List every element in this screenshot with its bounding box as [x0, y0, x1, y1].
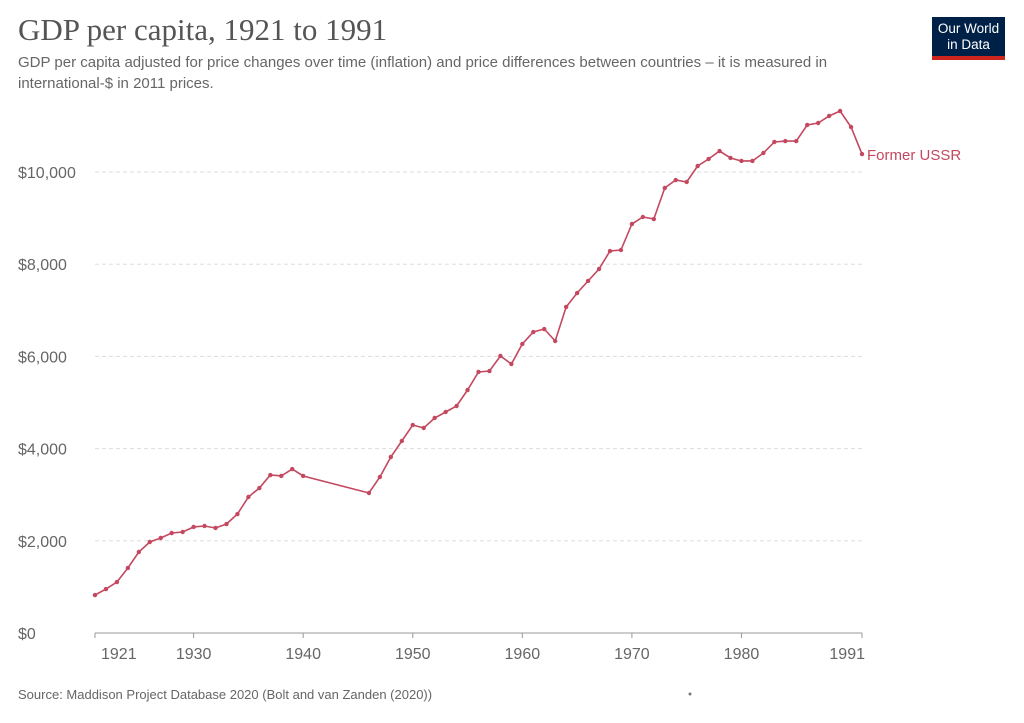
data-point	[684, 179, 689, 185]
data-point	[651, 216, 657, 222]
data-point	[772, 139, 777, 145]
y-tick-label: $0	[18, 626, 36, 643]
data-point	[443, 409, 448, 415]
data-point	[509, 361, 514, 367]
data-point	[673, 177, 678, 183]
chart-title: GDP per capita, 1921 to 1991	[18, 12, 388, 47]
data-point	[290, 466, 295, 472]
data-point	[454, 403, 459, 409]
data-point	[366, 490, 372, 496]
data-point	[377, 474, 383, 480]
data-point	[750, 158, 755, 164]
y-tick-label: $6,000	[18, 349, 67, 366]
owid-logo[interactable]: Our World in Data	[932, 17, 1005, 60]
data-point	[531, 329, 536, 335]
data-point	[542, 326, 547, 332]
data-point	[487, 368, 492, 374]
data-point	[92, 592, 98, 598]
data-point	[563, 304, 569, 310]
data-point	[629, 221, 635, 227]
x-tick-label: 1991	[829, 646, 865, 663]
x-tick-label: 1970	[614, 646, 650, 663]
data-point	[246, 494, 251, 500]
data-point	[618, 247, 624, 253]
data-point	[695, 163, 700, 169]
data-point	[224, 521, 229, 527]
data-point	[498, 353, 503, 359]
data-point	[553, 338, 558, 344]
data-point	[103, 586, 109, 592]
data-point	[783, 138, 788, 144]
data-point	[815, 120, 821, 126]
x-tick-label: 1940	[285, 646, 321, 663]
series-label: Former USSR	[867, 147, 961, 164]
data-point	[213, 525, 218, 531]
data-point	[596, 266, 602, 272]
data-point	[794, 138, 799, 144]
y-tick-label: $8,000	[18, 257, 67, 274]
data-point	[388, 454, 394, 460]
source-note[interactable]: Source: Maddison Project Database 2020 (…	[18, 687, 433, 702]
data-point	[640, 214, 646, 220]
data-point	[191, 524, 196, 530]
y-tick-label: $2,000	[18, 534, 67, 551]
data-point	[136, 549, 142, 555]
data-point	[520, 341, 525, 347]
x-tick-label: 1930	[176, 646, 212, 663]
data-point	[432, 415, 437, 421]
y-tick-label: $10,000	[18, 165, 76, 182]
data-point	[476, 369, 481, 375]
data-point	[662, 185, 667, 191]
data-point	[706, 156, 711, 162]
dot-marker	[688, 692, 692, 696]
x-tick-label: 1921	[101, 646, 137, 663]
data-point	[465, 387, 470, 393]
data-point	[739, 158, 744, 164]
data-point	[158, 535, 163, 541]
series-line	[94, 110, 863, 596]
data-point	[202, 523, 207, 529]
data-point	[805, 122, 810, 128]
data-point	[848, 124, 854, 130]
data-point	[421, 425, 426, 431]
data-point	[257, 485, 262, 491]
data-point	[859, 151, 865, 157]
y-tick-label: $4,000	[18, 442, 67, 459]
data-point	[826, 113, 832, 119]
data-point	[717, 148, 722, 154]
data-point	[300, 473, 306, 479]
data-point	[169, 530, 174, 536]
data-point	[235, 511, 240, 517]
data-point	[268, 472, 273, 478]
data-point	[607, 248, 613, 254]
data-point	[585, 278, 591, 284]
data-point	[180, 529, 185, 535]
data-point	[279, 473, 284, 479]
data-point	[125, 565, 131, 571]
data-point	[410, 422, 415, 428]
data-point	[399, 438, 404, 444]
data-point	[728, 155, 733, 161]
x-tick-label: 1960	[505, 646, 541, 663]
data-point	[147, 539, 152, 545]
x-tick-label: 1950	[395, 646, 431, 663]
data-point	[837, 108, 843, 114]
data-point	[761, 150, 766, 156]
data-point	[574, 290, 580, 296]
chart-subtitle: GDP per capita adjusted for price change…	[18, 54, 828, 92]
x-tick-label: 1980	[724, 646, 760, 663]
data-point	[114, 579, 120, 585]
